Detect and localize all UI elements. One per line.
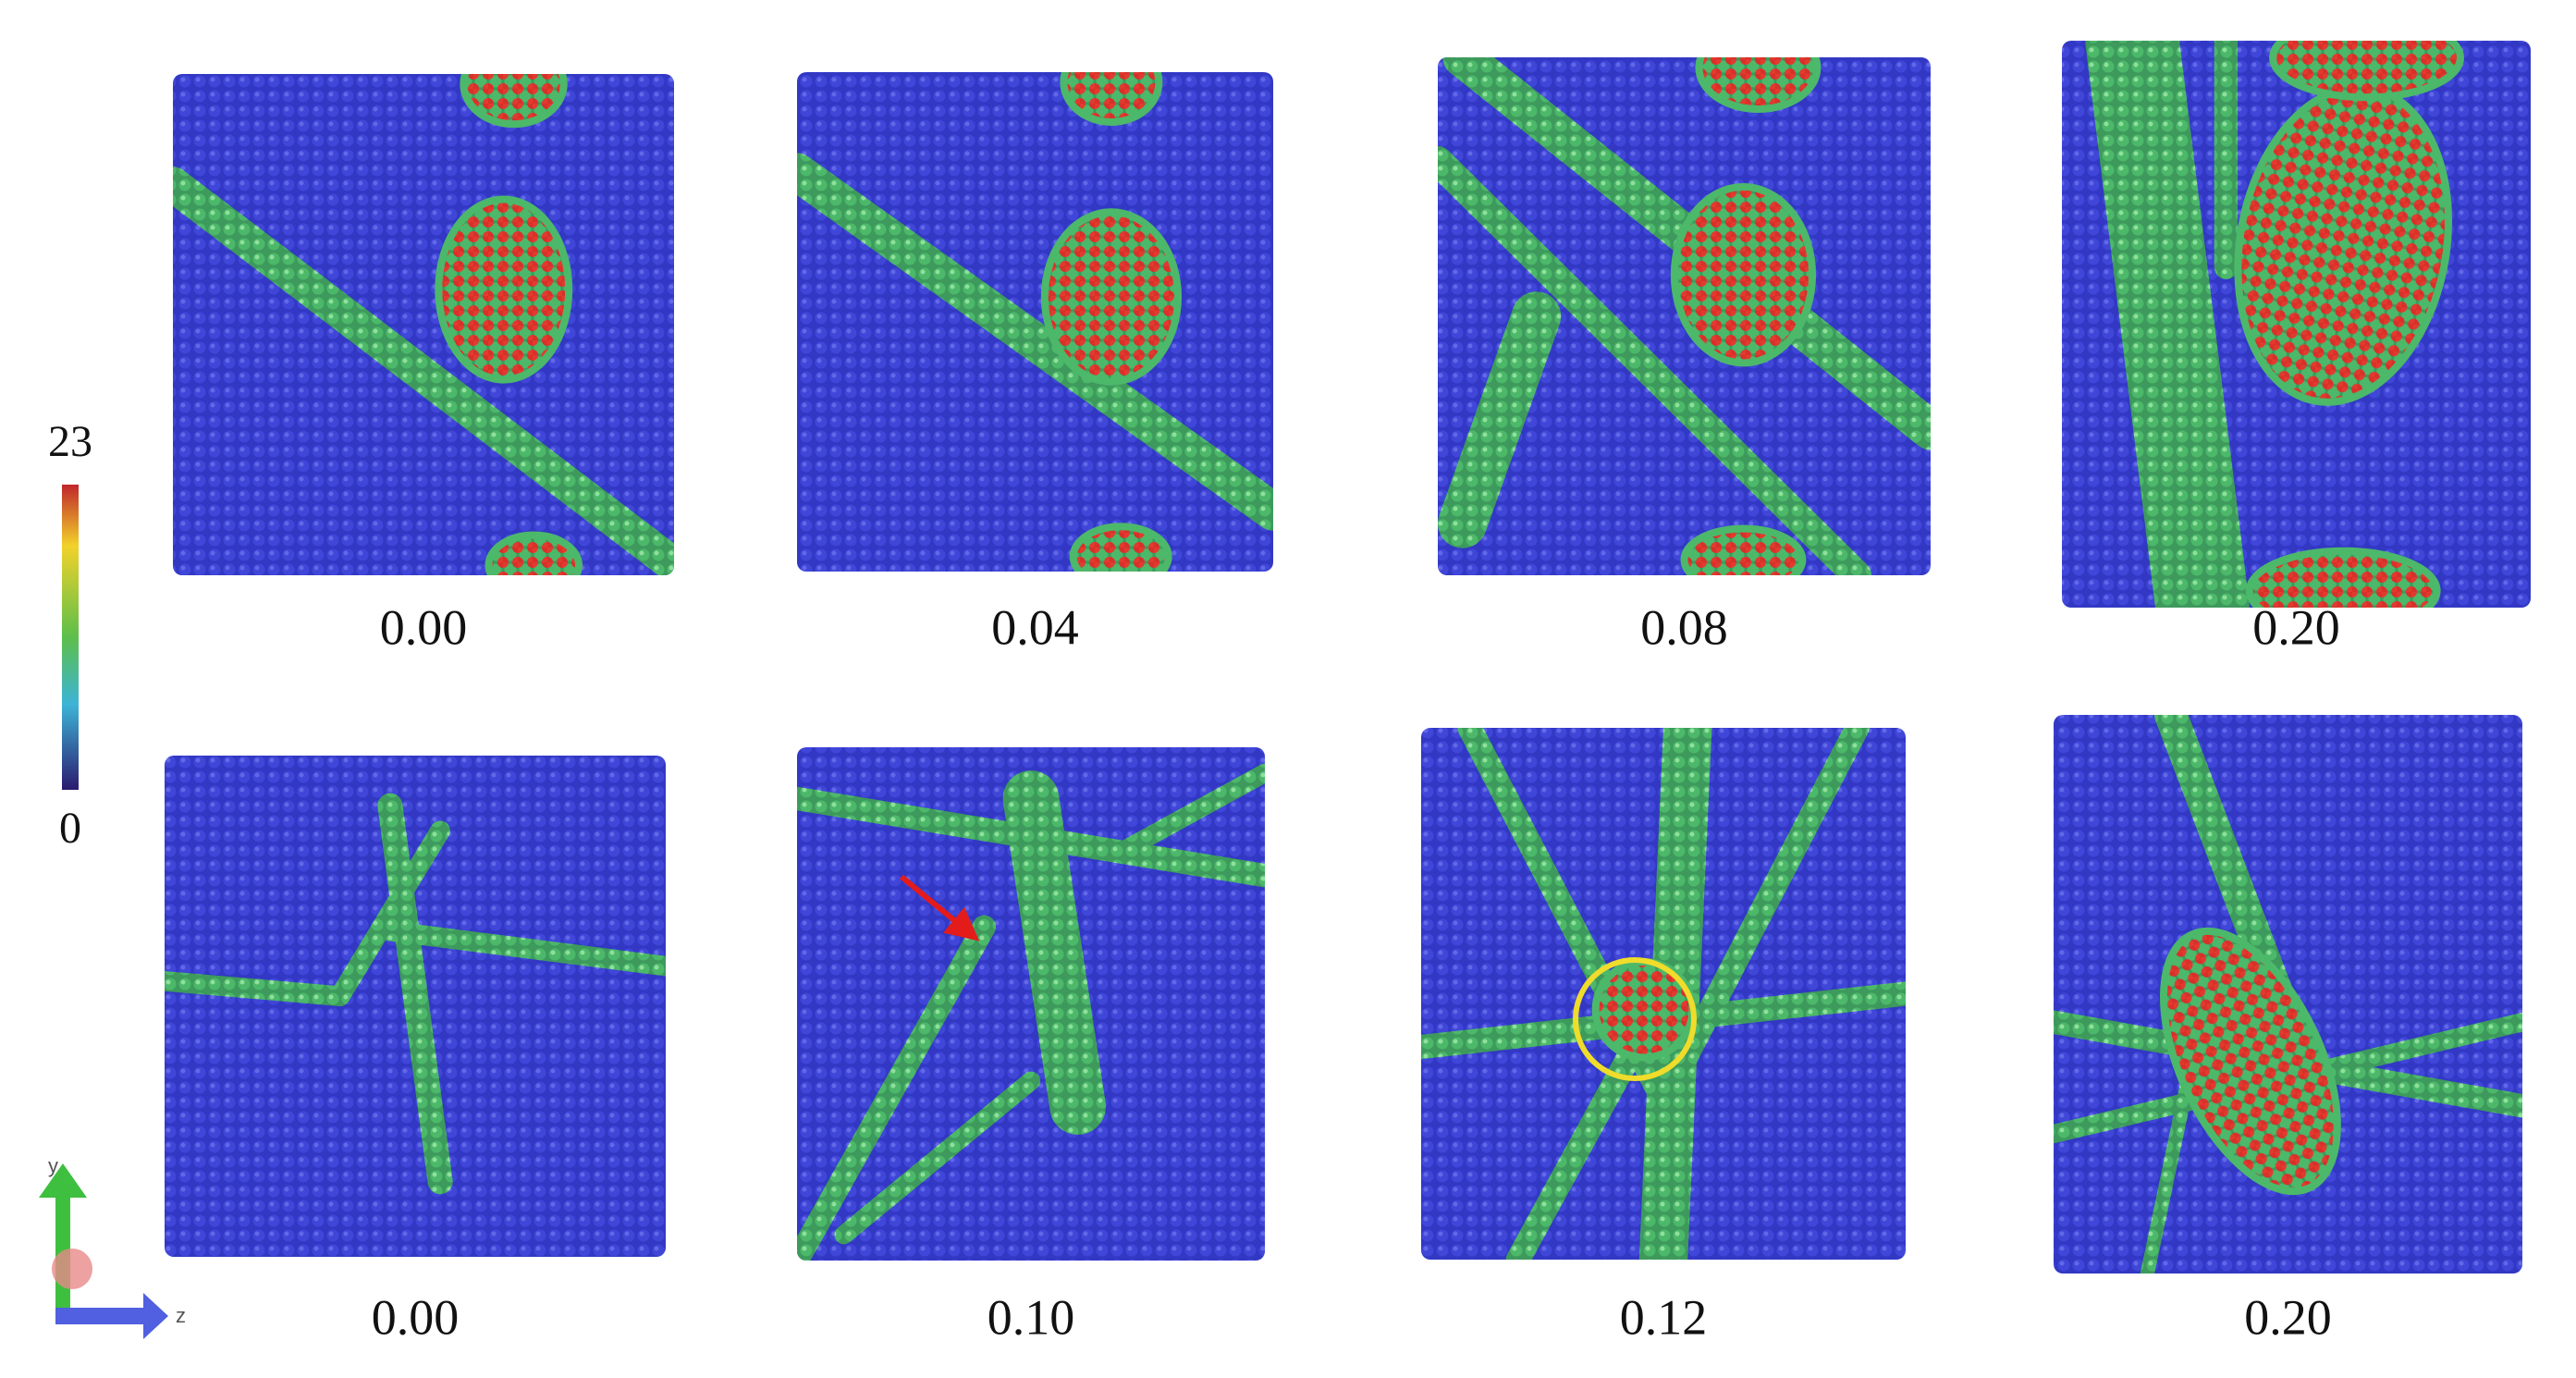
void-region [460, 74, 568, 129]
panel-label: 0.04 [991, 599, 1079, 655]
panel [165, 756, 666, 1257]
panel-label: 0.08 [1640, 599, 1728, 655]
colorbar-max: 23 [48, 417, 92, 466]
panel [797, 747, 1265, 1261]
features [173, 74, 674, 575]
annotation-arrow [900, 874, 980, 941]
axis-label-z: z [176, 1304, 186, 1327]
annotation-circle [1573, 957, 1697, 1081]
void-region [1069, 523, 1172, 572]
colorbar [62, 485, 79, 790]
void-region [2269, 41, 2464, 102]
grain-boundary [377, 793, 453, 1195]
colorbar-min: 0 [59, 804, 81, 853]
panel-label: 0.00 [372, 1289, 460, 1345]
grain-boundary [1438, 291, 1562, 548]
grain-boundary [797, 153, 1273, 531]
panel [2062, 41, 2531, 608]
void-region [1670, 183, 1817, 367]
void-region [1695, 57, 1822, 113]
panel-label: 0.00 [380, 599, 468, 655]
void-region [1060, 72, 1163, 127]
panel [2054, 715, 2522, 1273]
grain-boundary [1438, 146, 1872, 575]
grain-boundary [380, 920, 666, 977]
panel-label: 0.10 [987, 1289, 1075, 1345]
panel-label: 0.20 [2244, 1289, 2332, 1345]
grain-boundary [173, 166, 674, 575]
panel-label: 0.12 [1620, 1289, 1708, 1345]
void-region [2245, 547, 2441, 608]
features [2085, 41, 2464, 608]
features [797, 763, 1265, 1261]
features [1438, 57, 1931, 575]
grain-boundary [329, 820, 450, 1007]
grain-boundary [165, 971, 350, 1007]
void-region [2160, 927, 2341, 1196]
grain-boundary [1115, 763, 1265, 860]
grain-boundary [1002, 770, 1106, 1135]
panel [797, 72, 1273, 572]
grain-boundary [2085, 41, 2250, 608]
void-region [485, 531, 583, 575]
axis-label-y: y [48, 1154, 58, 1177]
panel-label: 0.20 [2252, 599, 2340, 655]
void-region [1680, 524, 1807, 575]
axis-triad: y z [39, 1154, 186, 1339]
atom-block [797, 747, 1265, 1261]
features [165, 793, 666, 1195]
void-region [1040, 208, 1183, 386]
void-region [435, 195, 573, 384]
features [1421, 728, 1906, 1260]
features [2054, 715, 2522, 1273]
grain-boundary [797, 915, 997, 1261]
features [797, 72, 1273, 572]
panel [173, 74, 674, 575]
panel [1438, 57, 1931, 575]
grain-boundary [834, 1071, 1041, 1245]
panel [1421, 728, 1906, 1260]
